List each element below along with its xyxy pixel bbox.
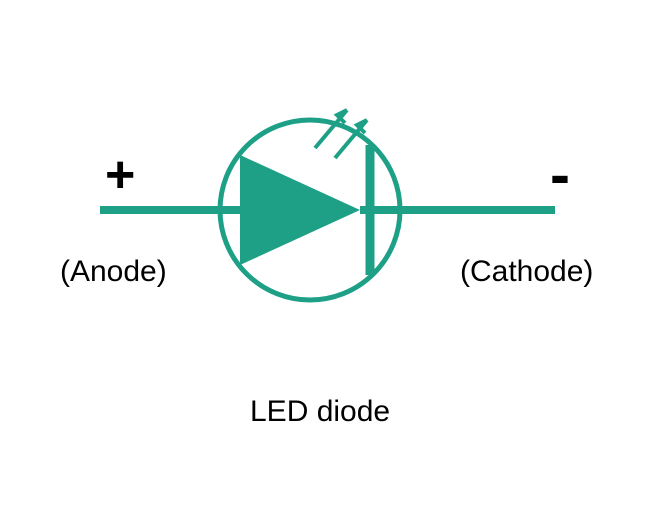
diode-triangle <box>240 155 360 265</box>
diagram-title: LED diode <box>250 395 390 429</box>
anode-sign: + <box>105 145 135 205</box>
led-diode-diagram: + - (Anode) (Cathode) LED diode <box>0 0 667 517</box>
cathode-label: (Cathode) <box>460 255 593 289</box>
anode-label: (Anode) <box>60 255 167 289</box>
cathode-sign: - <box>550 140 570 209</box>
emission-arrow-line-0 <box>315 110 347 148</box>
